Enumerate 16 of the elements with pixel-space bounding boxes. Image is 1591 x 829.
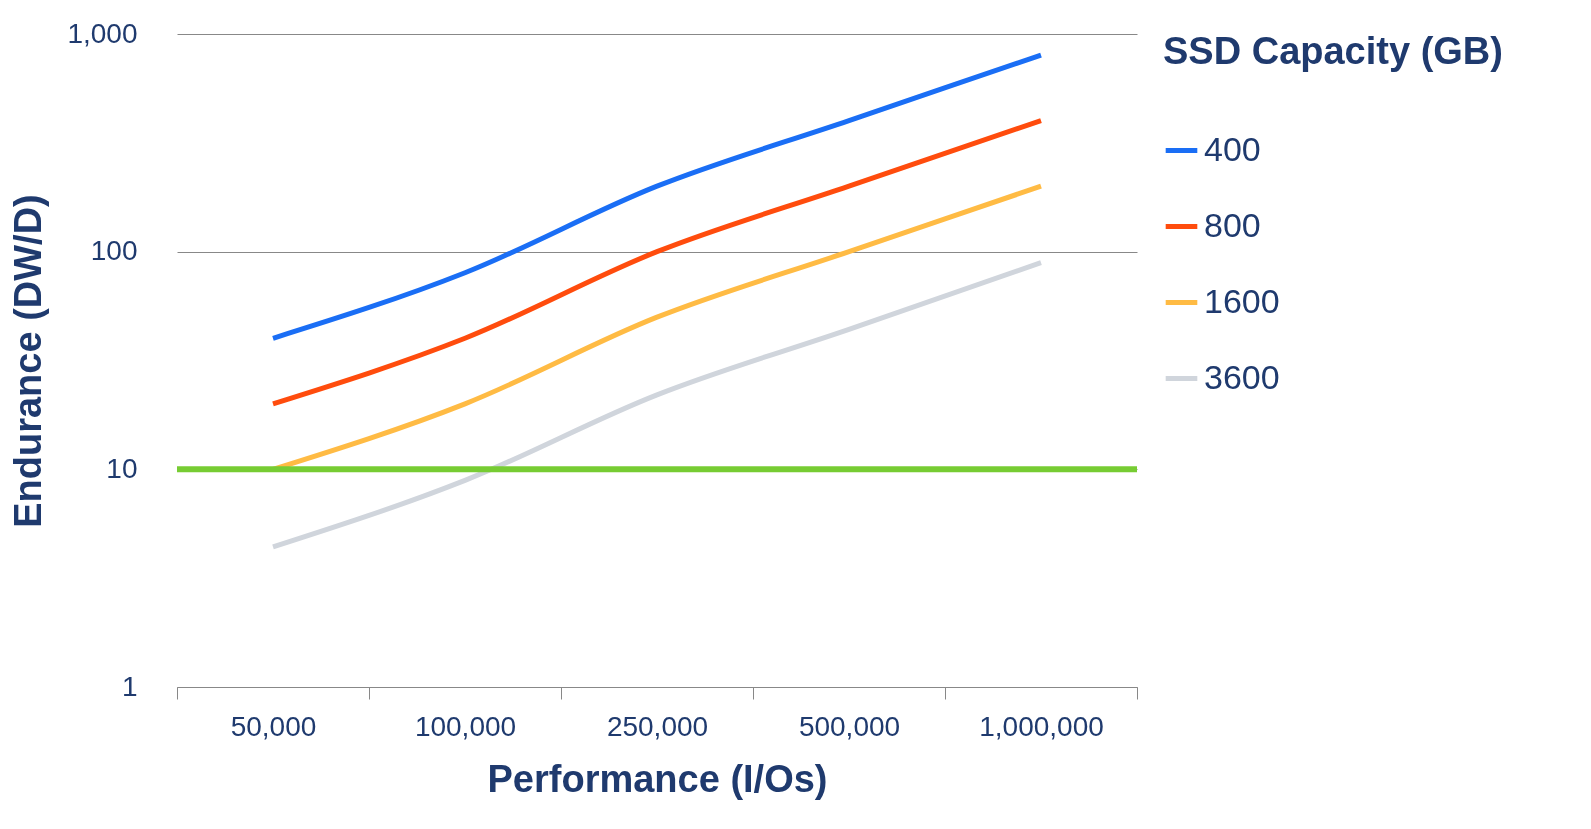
legend-label: 800 xyxy=(1204,205,1261,244)
x-axis-title: Performance (I/Os) xyxy=(487,757,828,800)
legend-label: 400 xyxy=(1204,129,1261,168)
y-tick-label: 10 xyxy=(106,452,138,484)
y-axis-title: Endurance (DW/D) xyxy=(7,194,50,528)
y-tick-label: 1,000 xyxy=(67,17,138,49)
legend-label: 1600 xyxy=(1204,281,1280,320)
y-tick-label: 1 xyxy=(121,670,138,702)
x-tick-label: 500,000 xyxy=(798,710,901,742)
x-tick-label: 250,000 xyxy=(606,710,709,742)
legend-label: 3600 xyxy=(1204,357,1280,396)
y-tick-label: 100 xyxy=(90,235,138,267)
x-tick-label: 50,000 xyxy=(230,710,317,742)
legend-title: SSD Capacity (GB) xyxy=(1163,30,1503,72)
x-tick-label: 100,000 xyxy=(414,710,517,742)
x-tick-label: 1,000,000 xyxy=(979,710,1104,742)
